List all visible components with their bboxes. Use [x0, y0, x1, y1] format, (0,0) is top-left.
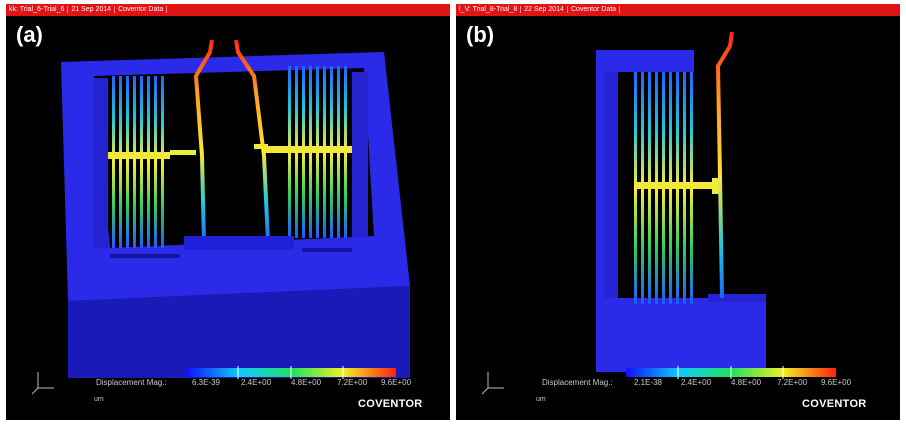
panel-a-label: (a) [16, 22, 43, 47]
panel-b-unit: um [536, 396, 546, 403]
panel-b-lower-block [596, 298, 766, 372]
panel-a-legend-tick-4: 9.6E+00 [380, 378, 412, 387]
panel-a-right-shuttle [264, 146, 352, 153]
panel-a-simulation-view [31, 39, 410, 395]
panel-a-legend-tick-3: 7.2E+00 [336, 378, 368, 387]
panel-b-legend-title: Displacement Mag.: [542, 378, 613, 387]
panel-a-brand-logo: COVENTOR [358, 398, 423, 410]
panel-b-legend-tick-3: 7.2E+00 [776, 378, 808, 387]
panel-a-legend-tick-2: 4.8E+00 [290, 378, 322, 387]
panel-b-title-date: 22 Sep 2014 [521, 6, 568, 13]
panel-b-legend-tick-0: 2.1E-38 [633, 378, 663, 387]
panel-b-lead [715, 31, 734, 299]
panel-b-brand-logo: COVENTOR [802, 398, 867, 410]
panel-b-shuttle [636, 182, 716, 189]
panel-b-label: (b) [466, 22, 495, 47]
panel-a-title-file: kk: Trial_6-Trial_6 [6, 6, 69, 13]
panel-b-axis-triad-icon [481, 372, 504, 395]
panel-a-right-lead [234, 39, 270, 243]
panel-a-legend-tick-1: 2.4E+00 [240, 378, 272, 387]
panel-b: l_V: Trial_8-Trial_8 22 Sep 2014 Coventor … [456, 4, 900, 420]
panel-a-title-source: Coventor Data [115, 6, 168, 13]
panel-a-left-lead [193, 39, 214, 245]
panel-a-title-date: 21 Sep 2014 [68, 6, 116, 13]
panel-b-legend-tick-1: 2.4E+00 [680, 378, 712, 387]
panel-a: kk: Trial_6-Trial_6 21 Sep 2014 Coventor D… [6, 4, 450, 420]
panel-a-left-comb [112, 76, 164, 248]
panel-a-axis-triad-icon [31, 372, 54, 395]
panel-b-legend-tick-4: 9.6E+00 [820, 378, 852, 387]
panel-b-titlebar: l_V: Trial_8-Trial_8 22 Sep 2014 Coventor … [456, 4, 900, 16]
panel-a-left-shuttle [108, 152, 170, 159]
panel-b-simulation-view [481, 31, 836, 395]
panel-a-titlebar: kk: Trial_6-Trial_6 21 Sep 2014 Coventor D… [6, 4, 450, 16]
panel-b-title-file: l_V: Trial_8-Trial_8 [456, 6, 522, 13]
panel-b-legend-tick-2: 4.8E+00 [730, 378, 762, 387]
panel-a-substrate-front [68, 286, 410, 378]
panel-b-title-source: Coventor Data [567, 6, 621, 13]
panel-a-legend-tick-0: 6.3E-39 [191, 378, 221, 387]
panel-a-legend-title: Displacement Mag.: [96, 378, 167, 387]
panel-a-unit: um [94, 396, 104, 403]
